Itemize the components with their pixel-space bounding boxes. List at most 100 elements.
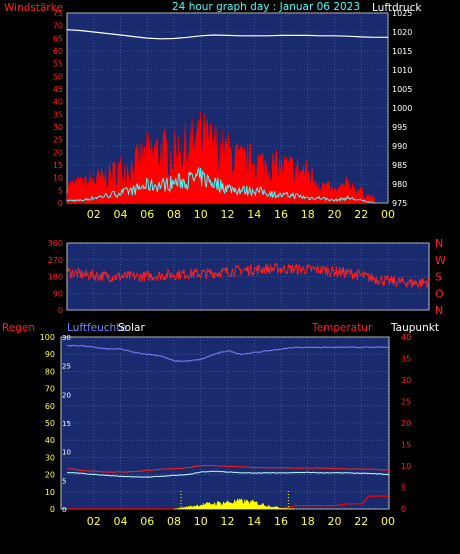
panel1-hour-tick-label: 12 xyxy=(221,208,235,221)
regen-axis-label: Regen xyxy=(2,322,35,334)
windstaerke-tick-label: 65 xyxy=(53,34,63,43)
solar-tick-label: 10 xyxy=(62,449,71,457)
windstaerke-tick-label: 55 xyxy=(53,60,63,69)
solar-tick-label: 5 xyxy=(62,477,66,485)
panel3-hour-tick-label: 00 xyxy=(381,515,395,528)
luftdruck-tick-label: 980 xyxy=(392,180,407,189)
compass-direction-label: N xyxy=(435,237,443,250)
luftfeuchte-tick-label: 50 xyxy=(45,419,55,428)
panel1-hour-tick-label: 20 xyxy=(328,208,342,221)
luftfeuchte-tick-label: 10 xyxy=(45,488,55,497)
compass-direction-label: S xyxy=(435,271,442,284)
luftdruck-axis-label: Luftdruck xyxy=(372,2,422,14)
luftfeuchte-series-line xyxy=(66,344,390,363)
windrichtung-tick-label: 180 xyxy=(48,273,63,282)
windboeen-series-area xyxy=(66,111,375,204)
luftfeuchte-tick-label: 30 xyxy=(45,453,55,462)
panel1-hour-tick-label: 18 xyxy=(301,208,315,221)
panel3-hour-tick-label: 02 xyxy=(87,515,101,528)
windrichtung-tick-label: 0 xyxy=(58,306,63,315)
temperatur-tick-label: 15 xyxy=(401,441,411,450)
panel3-hour-tick-label: 14 xyxy=(247,515,261,528)
windstaerke-tick-label: 15 xyxy=(53,161,63,170)
windrichtung-tick-label: 90 xyxy=(53,289,63,298)
luftdruck-tick-label: 1015 xyxy=(392,47,412,56)
luftfeuchte-tick-label: 70 xyxy=(45,385,55,394)
luftfeuchte-tick-label: 90 xyxy=(45,350,55,359)
panel3-hour-tick-label: 16 xyxy=(274,515,288,528)
luftfeuchte-tick-label: 40 xyxy=(45,436,55,445)
luftdruck-series-line xyxy=(66,29,388,40)
windrichtung-series-line xyxy=(66,261,430,289)
solar-axis-label: Solar xyxy=(118,322,145,334)
windstaerke-tick-label: 45 xyxy=(53,85,63,94)
chart-title: 24 hour graph day : Januar 06 2023 xyxy=(172,1,360,13)
panel3-hour-tick-label: 12 xyxy=(221,515,235,528)
luftdruck-tick-label: 1025 xyxy=(392,9,412,18)
panel3-hour-tick-label: 10 xyxy=(194,515,208,528)
windstaerke-tick-label: 40 xyxy=(53,98,63,107)
windstaerke-tick-label: 20 xyxy=(53,148,63,157)
temperatur-series-line xyxy=(66,464,390,473)
temperatur-tick-label: 0 xyxy=(401,505,406,514)
windstaerke-tick-label: 35 xyxy=(53,110,63,119)
panel3-hour-tick-label: 08 xyxy=(167,515,181,528)
temperatur-tick-label: 30 xyxy=(401,376,411,385)
compass-direction-label: N xyxy=(435,304,443,317)
luftdruck-tick-label: 990 xyxy=(392,142,407,151)
windrichtung-tick-label: 360 xyxy=(48,239,63,248)
windstaerke-tick-label: 70 xyxy=(53,22,63,31)
windrichtung-tick-label: 270 xyxy=(48,256,63,265)
temperatur-tick-label: 35 xyxy=(401,355,411,364)
solar-tick-label: 20 xyxy=(62,391,71,399)
panel1-hour-tick-label: 22 xyxy=(354,208,368,221)
luftdruck-tick-label: 1010 xyxy=(392,66,412,75)
windstaerke-tick-label: 0 xyxy=(58,199,63,208)
panel1-hour-tick-label: 08 xyxy=(167,208,181,221)
windstaerke-tick-label: 60 xyxy=(53,47,63,56)
luftfeuchte-axis-label: Luftfeuchte xyxy=(67,322,127,334)
temperatur-tick-label: 20 xyxy=(401,419,411,428)
windstaerke-axis-label: Windstärke xyxy=(4,2,63,14)
taupunkt-series-line xyxy=(66,470,390,478)
panel3-hour-tick-label: 22 xyxy=(354,515,368,528)
luftfeuchte-tick-label: 20 xyxy=(45,471,55,480)
luftdruck-tick-label: 985 xyxy=(392,161,407,170)
solar-tick-label: 30 xyxy=(62,334,71,342)
panel1-hour-tick-label: 16 xyxy=(274,208,288,221)
solar-tick-label: 0 xyxy=(62,506,66,514)
panel1-hour-tick-label: 10 xyxy=(194,208,208,221)
panel1-hour-tick-label: 00 xyxy=(381,208,395,221)
windstaerke-tick-label: 30 xyxy=(53,123,63,132)
luftdruck-tick-label: 1000 xyxy=(392,104,412,113)
panel3-hour-tick-label: 06 xyxy=(140,515,154,528)
luftfeuchte-tick-label: 100 xyxy=(40,333,55,342)
panel1-hour-tick-label: 14 xyxy=(247,208,261,221)
temperatur-tick-label: 40 xyxy=(401,333,411,342)
luftfeuchte-tick-label: 60 xyxy=(45,402,55,411)
luftdruck-tick-label: 975 xyxy=(392,199,407,208)
panel1-hour-tick-label: 02 xyxy=(87,208,101,221)
luftfeuchte-tick-label: 80 xyxy=(45,367,55,376)
series-layer xyxy=(66,29,430,510)
windmittel-series-line xyxy=(66,166,375,204)
compass-direction-label: W xyxy=(435,254,446,267)
solar-tick-label: 25 xyxy=(62,363,71,371)
panel3-hour-tick-label: 04 xyxy=(114,515,128,528)
windstaerke-tick-label: 25 xyxy=(53,136,63,145)
tick-labels: 9759809859909951000100510101015102010250… xyxy=(40,9,446,528)
humidity-temperature-plot-area xyxy=(60,336,390,510)
temperatur-tick-label: 10 xyxy=(401,462,411,471)
windstaerke-tick-label: 75 xyxy=(53,9,63,18)
luftfeuchte-tick-label: 0 xyxy=(50,505,55,514)
compass-direction-label: O xyxy=(435,287,444,300)
luftdruck-tick-label: 1020 xyxy=(392,28,412,37)
windstaerke-tick-label: 10 xyxy=(53,174,63,183)
panel3-hour-tick-label: 20 xyxy=(328,515,342,528)
luftdruck-tick-label: 1005 xyxy=(392,85,412,94)
panel3-hour-tick-label: 18 xyxy=(301,515,315,528)
taupunkt-axis-label: Taupunkt xyxy=(390,322,439,334)
temperatur-tick-label: 5 xyxy=(401,484,406,493)
